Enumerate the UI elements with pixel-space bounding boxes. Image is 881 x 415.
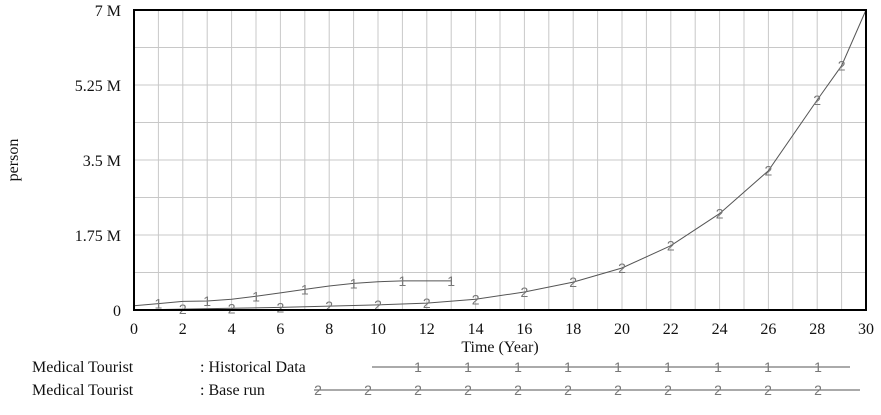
legend-marker-2: 2 xyxy=(564,382,572,398)
series-1-marker: 1 xyxy=(252,288,260,304)
x-tick-label: 22 xyxy=(663,321,679,338)
series-2-marker: 2 xyxy=(838,58,846,74)
series-1-marker: 1 xyxy=(203,293,211,309)
series-1-marker: 1 xyxy=(301,281,309,297)
legend-marker-2: 2 xyxy=(814,382,822,398)
y-tick-label: 0 xyxy=(113,303,121,320)
series-2-marker: 2 xyxy=(277,299,285,315)
series-2-marker: 2 xyxy=(765,163,773,179)
legend-marker-1: 1 xyxy=(664,359,672,375)
series-2-marker: 2 xyxy=(716,206,724,222)
legend: Medical Tourist : Historical Data 1 1 1 1 1 1 1 1… xyxy=(32,359,860,399)
series-1-marker: 1 xyxy=(447,273,455,289)
y-tick-label: 1.75 M xyxy=(75,228,121,245)
x-tick-label: 16 xyxy=(516,321,532,338)
y-tick-label: 5.25 M xyxy=(75,78,121,95)
legend-marker-2: 2 xyxy=(764,382,772,398)
legend-marker-1: 1 xyxy=(814,359,822,375)
series-2-marker: 2 xyxy=(228,300,236,316)
series-2-marker: 2 xyxy=(325,298,333,314)
x-tick-label: 30 xyxy=(858,321,874,338)
series-1-marker: 1 xyxy=(350,275,358,291)
legend-marker-1: 1 xyxy=(714,359,722,375)
series-2-marker: 2 xyxy=(472,291,480,307)
y-tick-label: 7 M xyxy=(95,3,121,20)
grid-layer xyxy=(133,9,867,311)
x-tick-label: 28 xyxy=(809,321,825,338)
x-tick-label: 18 xyxy=(565,321,581,338)
plot-frame xyxy=(133,9,867,311)
x-tick-label: 24 xyxy=(712,321,728,338)
series-line-1 xyxy=(133,280,452,307)
x-tick-label: 12 xyxy=(419,321,435,338)
series-2-marker: 2 xyxy=(618,260,626,276)
x-tick-label: 20 xyxy=(614,321,630,338)
x-tick-label: 14 xyxy=(468,321,484,338)
series-2-marker: 2 xyxy=(521,284,529,300)
series-2-marker: 2 xyxy=(374,297,382,313)
legend-marker-2: 2 xyxy=(714,382,722,398)
x-tick-label: 0 xyxy=(130,321,138,338)
x-axis-label: Time (Year) xyxy=(461,339,538,356)
series-2-marker: 2 xyxy=(569,274,577,290)
legend-marker-2: 2 xyxy=(614,382,622,398)
legend-marker-1: 1 xyxy=(464,359,472,375)
series-line-2 xyxy=(133,9,867,311)
legend-marker-1: 1 xyxy=(414,359,422,375)
legend-run-label: : Historical Data xyxy=(200,359,306,376)
x-tick-label: 2 xyxy=(179,321,187,338)
legend-variable-label: Medical Tourist xyxy=(32,382,134,399)
x-tick-label: 8 xyxy=(325,321,333,338)
legend-marker-2: 2 xyxy=(414,382,422,398)
series-1-marker: 1 xyxy=(399,273,407,289)
series-2-marker: 2 xyxy=(423,295,431,311)
y-tick-label: 3.5 M xyxy=(83,153,121,170)
legend-marker-2: 2 xyxy=(364,382,372,398)
legend-marker-1: 1 xyxy=(764,359,772,375)
legend-marker-1: 1 xyxy=(614,359,622,375)
legend-marker-2: 2 xyxy=(464,382,472,398)
series-2-marker: 2 xyxy=(813,92,821,108)
legend-marker-1: 1 xyxy=(564,359,572,375)
x-tick-label: 26 xyxy=(760,321,776,338)
y-axis-label: person xyxy=(5,139,22,182)
legend-run-label: : Base run xyxy=(200,382,265,399)
x-tick-label: 10 xyxy=(370,321,386,338)
legend-marker-2: 2 xyxy=(514,382,522,398)
series-2-marker: 2 xyxy=(667,238,675,254)
legend-marker-1: 1 xyxy=(514,359,522,375)
x-tick-label: 6 xyxy=(276,321,284,338)
x-tick-label: 4 xyxy=(228,321,236,338)
legend-marker-2: 2 xyxy=(314,382,322,398)
legend-variable-label: Medical Tourist xyxy=(32,359,134,376)
legend-marker-2: 2 xyxy=(664,382,672,398)
series-1-marker: 1 xyxy=(155,296,163,312)
